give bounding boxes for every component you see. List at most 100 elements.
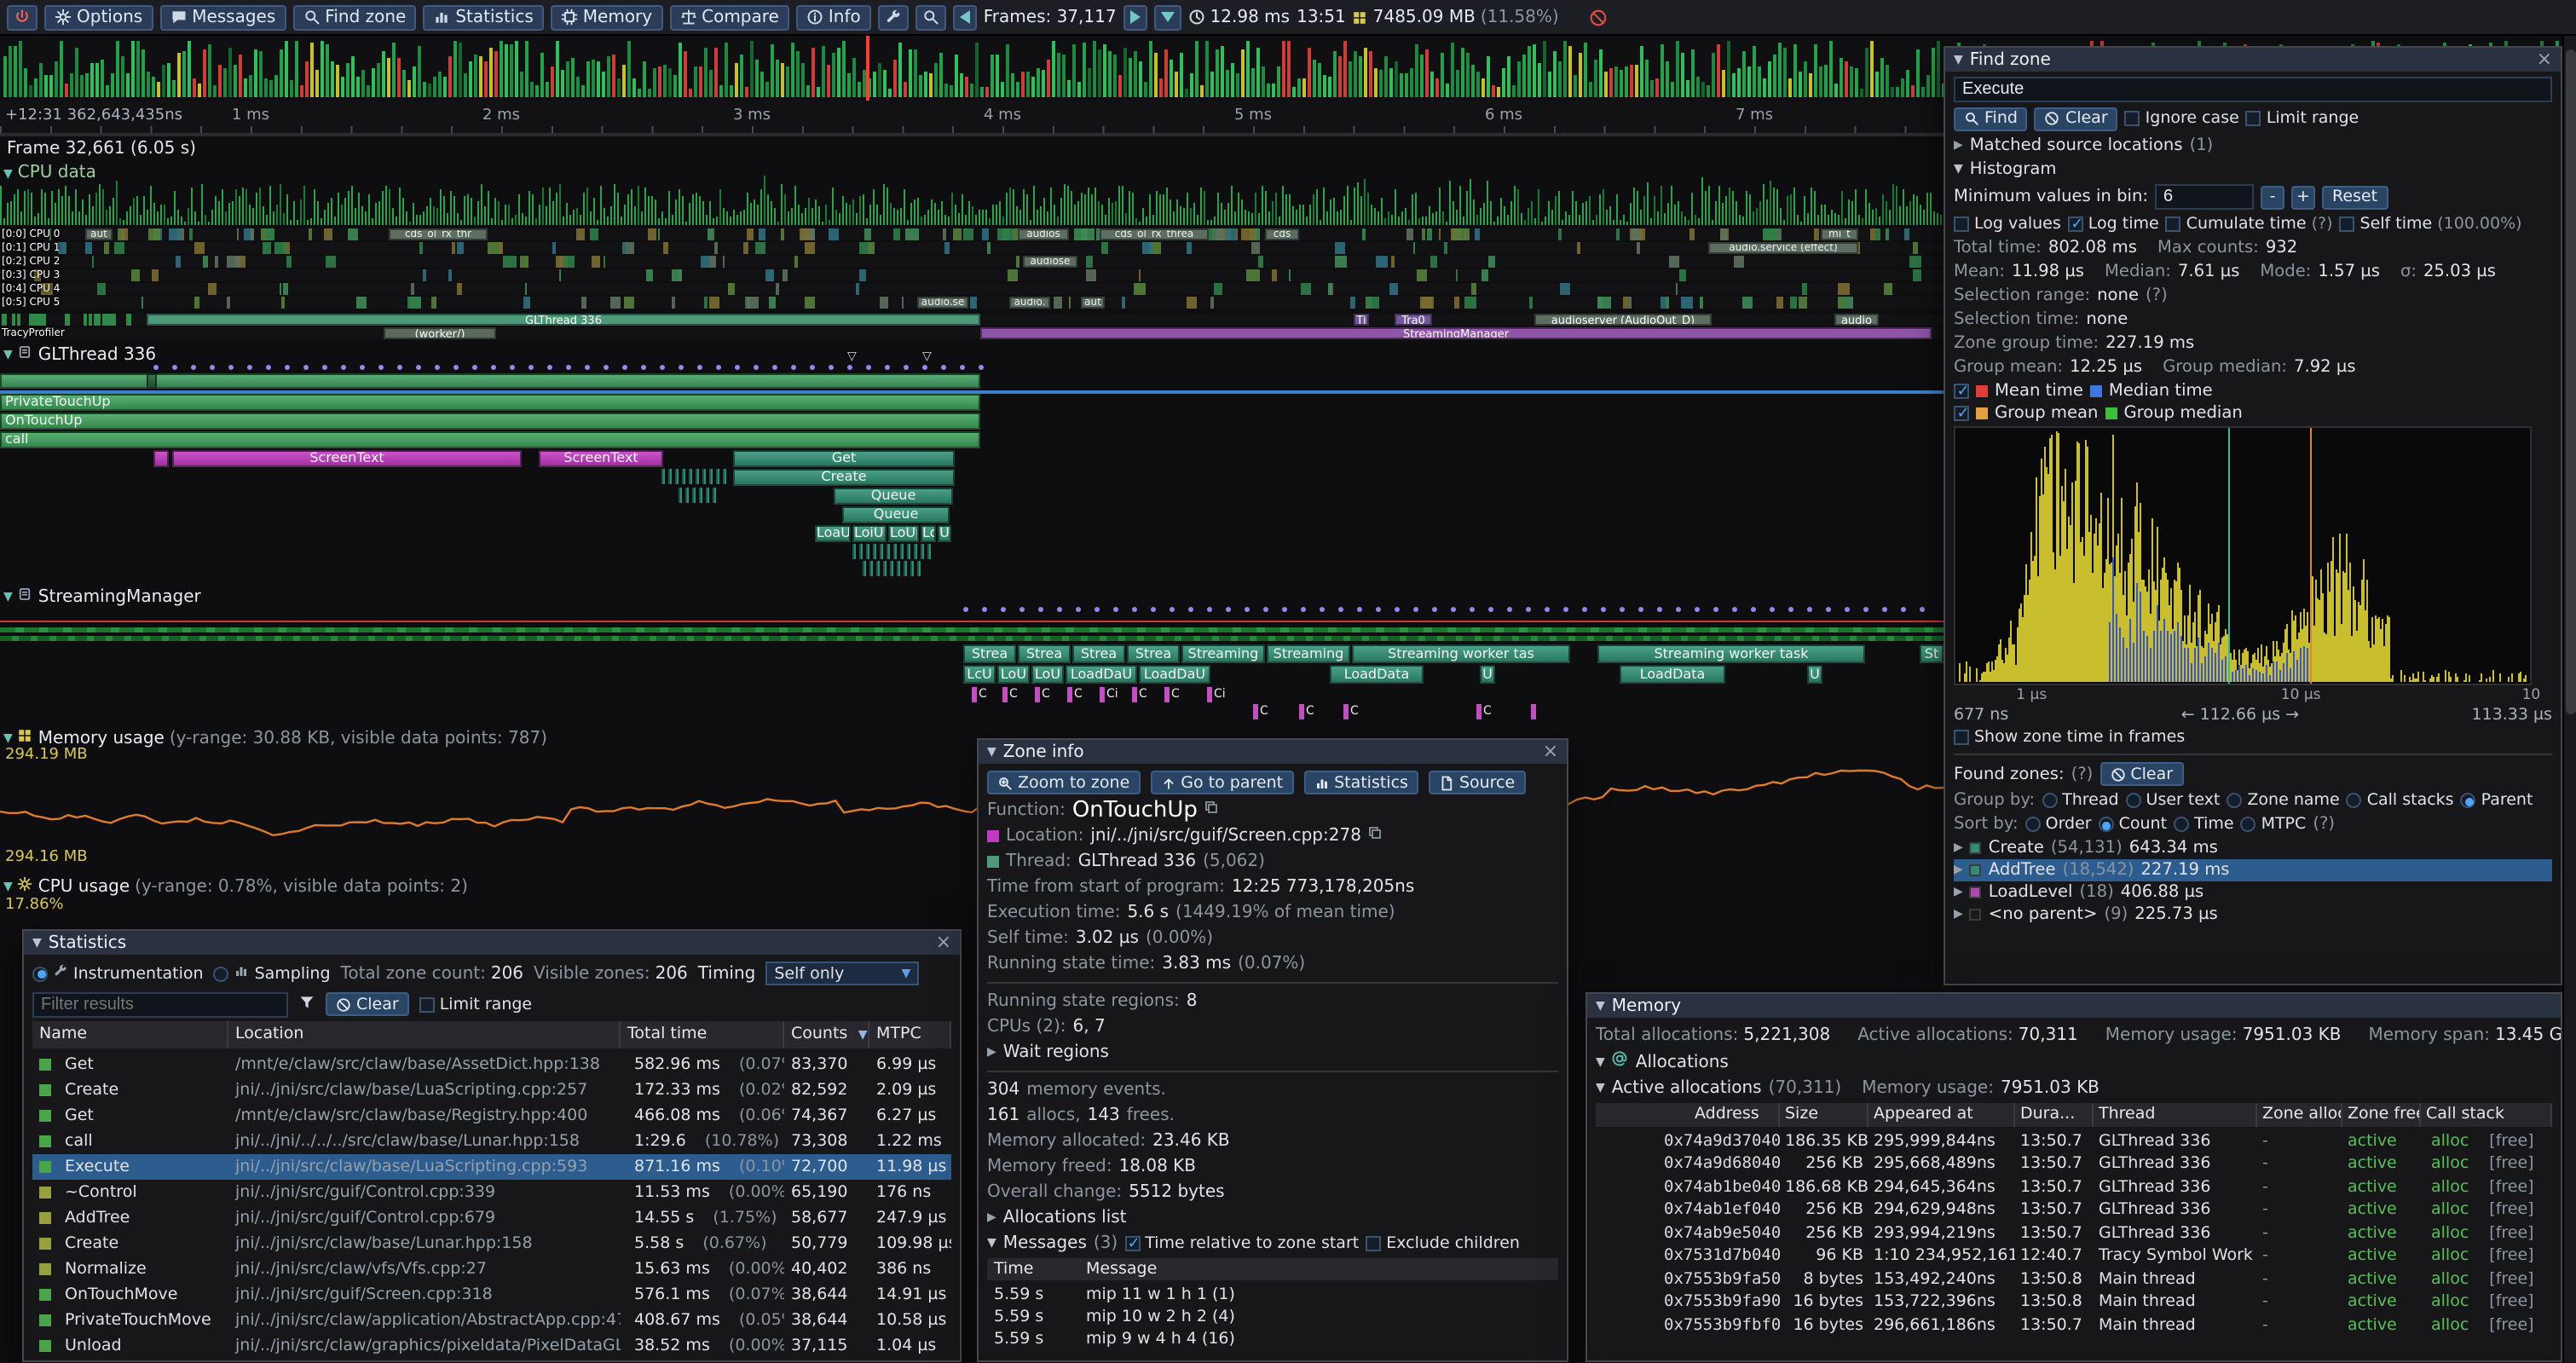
message-dot[interactable] [754,365,759,370]
toolbar-button-messages[interactable]: Messages [159,4,286,30]
message-dot[interactable] [960,365,965,370]
message-dot[interactable] [566,365,571,370]
zone-marker[interactable]: ▽ [922,349,932,363]
power-button[interactable] [7,4,38,30]
zone-ontouchup[interactable]: OnTouchUp [0,413,980,430]
found-zone-group[interactable]: ▶ <no parent> (9) 225.73 µs [1954,904,2552,926]
message-dot[interactable] [1657,607,1662,612]
thread-zone-audio[interactable]: audio [1834,314,1879,326]
collapse-icon[interactable]: ▼ [1596,1081,1605,1094]
close-icon[interactable]: × [935,931,951,953]
plot-mark[interactable] [1164,687,1169,702]
thread-zone-ti[interactable]: Ti [1354,314,1369,326]
message-dot[interactable] [1620,607,1625,612]
message-dot[interactable] [1826,607,1831,612]
message-dot[interactable] [885,365,890,370]
disconnect-indicator[interactable] [1590,8,1609,26]
message-dot[interactable] [191,365,196,370]
cpu-core-row[interactable] [0,242,1944,254]
message-dot[interactable] [266,365,271,370]
plot-mark[interactable] [1343,704,1348,719]
collapse-icon[interactable]: ▼ [3,590,13,604]
statistics-row[interactable]: call jni/../jni/../../../src/claw/base/Lu… [32,1129,951,1154]
plot-mark[interactable] [1035,687,1039,702]
zone-queue[interactable]: Queue [842,506,950,523]
time-relative-checkbox[interactable]: Time relative to zone start [1124,1233,1359,1255]
cpu-core-row[interactable] [0,269,1944,281]
allocations-list-treenode[interactable]: ▶ Allocations list [987,1207,1558,1229]
zone-screentext[interactable]: ScreenText [539,450,663,467]
statistics-row[interactable]: Execute jni/../jni/src/claw/base/LuaScrip… [32,1154,951,1180]
plot-mark[interactable] [1476,704,1481,719]
cpu-zone-aut[interactable]: aut [1081,297,1105,309]
statistics-row[interactable]: Get/mnt/e/claw/src/claw/base/AssetDict.h… [32,1052,951,1077]
message-dot[interactable] [1845,607,1850,612]
collapse-icon[interactable]: ▼ [3,880,13,893]
message-dot[interactable] [1751,607,1756,612]
thread-zone-worker[interactable]: (worker/) [384,327,496,339]
zone-streaming-worker-task[interactable]: Streaming worker task [1597,644,1865,663]
message-dot[interactable] [491,365,496,370]
plot-mark[interactable] [1100,687,1104,702]
message-dot[interactable] [847,365,852,370]
zone-create[interactable]: Create [733,469,955,486]
matched-source-locations-treenode[interactable]: ▶ Matched source locations (1) [1954,135,2552,157]
message-dot[interactable] [547,365,552,370]
message-dot[interactable] [1695,607,1700,612]
section-header-glthread-336[interactable]: ▼ GLThread 336 [3,344,156,365]
prev-frame-button[interactable] [952,4,977,30]
expand-icon[interactable]: ▶ [1954,840,1963,854]
message-dot[interactable] [1507,607,1512,612]
column-header-thread[interactable]: Thread [2094,1103,2257,1126]
message-row[interactable]: 5.59 s mip 11 w 1 h 1 (1) [987,1284,1558,1306]
expand-icon[interactable]: ▶ [1954,885,1963,898]
message-dot[interactable] [1057,607,1062,612]
plot-mark[interactable] [1002,687,1007,702]
message-dot[interactable] [1263,607,1268,612]
allocations-treenode[interactable]: ▼ Allocations [1596,1050,2552,1074]
message-dot[interactable] [322,365,327,370]
frame-select-button[interactable] [1153,4,1181,30]
zoom-to-zone-button[interactable]: Zoom to zone [987,771,1141,794]
group-by-thread[interactable]: Thread [2042,789,2119,811]
message-dot[interactable] [1432,607,1437,612]
plot-mark[interactable] [1531,704,1535,719]
message-dot[interactable] [1638,607,1643,612]
toolbar-button-compare[interactable]: Compare [669,4,789,30]
cpu-zone-cds[interactable]: cds [1265,228,1299,240]
thread-zone-glthread-336[interactable]: GLThread 336 [147,314,980,326]
close-icon[interactable]: × [2536,48,2552,70]
zone-info-titlebar[interactable]: ▼ Zone info × [979,740,1567,764]
message-dot[interactable] [1151,607,1156,612]
min-bin-decrease-button[interactable]: - [2261,185,2284,209]
message-row[interactable]: 5.59 s mip 9 w 4 h 4 (16) [987,1328,1558,1350]
zone-u[interactable]: U [1807,665,1822,684]
message-dot[interactable] [1863,607,1868,612]
legend-checkbox[interactable] [1954,406,1971,423]
time-ruler[interactable]: +12:31 362,643,435ns 1 ms 2 ms 3 ms 4 ms 5 m… [0,101,1944,135]
exclude-children-checkbox[interactable]: Exclude children [1366,1233,1520,1255]
column-header-call-stack[interactable]: Call stack [2421,1103,2552,1126]
statistics-row[interactable]: Get/mnt/e/claw/src/claw/base/Registry.hp… [32,1103,951,1129]
find-zone-query-input[interactable] [1954,77,2552,102]
expand-icon[interactable]: ▶ [987,1210,996,1224]
zone-strea[interactable]: Strea [1127,644,1180,663]
statistics-row[interactable]: PrivateTouchMove jni/../jni/src/claw/appl… [32,1308,951,1333]
toolbar-button-options[interactable]: Options [44,4,153,30]
message-dot[interactable] [829,365,834,370]
message-dot[interactable] [716,365,721,370]
cpu-core-row[interactable] [0,256,1944,268]
column-header-zone-free[interactable]: Zone free [2342,1103,2421,1126]
collapse-icon[interactable]: ▼ [987,1236,996,1250]
message-dot[interactable] [1038,607,1043,612]
zone-loup[interactable]: LoUp [888,525,919,542]
instrumentation-radio[interactable]: Instrumentation [32,963,204,984]
message-dot[interactable] [1770,607,1775,612]
statistics-row[interactable]: Normalize jni/../jni/src/claw/vfs/Vfs.cpp… [32,1256,951,1282]
plot-mark[interactable] [1132,687,1136,702]
column-header-appeared-at[interactable]: Appeared at [1868,1103,2015,1126]
zone-lo[interactable]: Lo [921,525,936,542]
zone-queue[interactable]: Queue [834,488,953,505]
zone-loaddata[interactable]: LoadData [1620,665,1725,684]
sort-by-mtpc[interactable]: MTPC [2240,813,2306,835]
